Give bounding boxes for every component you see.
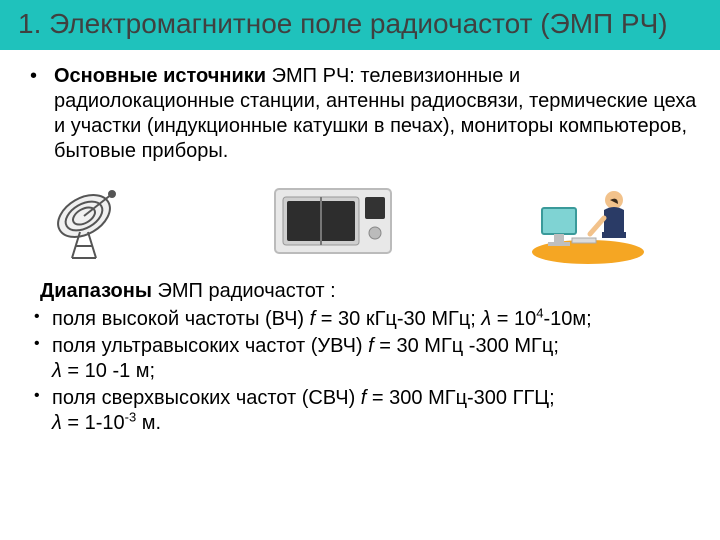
range-item-hf: поля высокой частоты (ВЧ) f = 30 кГц-30 … — [30, 307, 698, 332]
range-item-shf: поля сверхвысоких частот (СВЧ) f = 300 М… — [30, 386, 698, 436]
lead-bold: Основные источники — [54, 65, 266, 87]
slide-title: 1. Электромагнитное поле радиочастот (ЭМ… — [18, 8, 702, 40]
uhf-lambda: λ — [52, 360, 62, 382]
shf-pre: поля сверхвысоких частот (СВЧ) — [52, 387, 361, 409]
person-at-computer-icon — [528, 178, 648, 266]
microwave-oven-icon — [273, 183, 393, 261]
shf-freq: = 300 МГц-300 ГГЦ; — [366, 387, 554, 409]
hf-wave-post: -10м; — [544, 308, 592, 330]
hf-sup: 4 — [536, 306, 543, 321]
shf-sup: -3 — [125, 410, 137, 425]
satellite-dish-icon — [50, 182, 138, 262]
hf-lambda: λ — [481, 308, 491, 330]
body-region: Основные источники ЭМП РЧ: телевизионные… — [0, 50, 720, 436]
uhf-freq: = 30 МГц -300 МГц; — [374, 335, 559, 357]
shf-wave-post: м. — [136, 412, 161, 434]
image-row — [22, 164, 698, 276]
ranges-heading-rest: ЭМП радиочастот : — [152, 280, 336, 302]
range-item-uhf: поля ультравысоких частот (УВЧ) f = 30 М… — [30, 334, 698, 384]
main-paragraph: Основные источники ЭМП РЧ: телевизионные… — [22, 64, 698, 164]
hf-pre: поля высокой частоты (ВЧ) — [52, 308, 310, 330]
hf-wave-pre: = 10 — [491, 308, 536, 330]
uhf-wave: = 10 -1 м; — [62, 360, 155, 382]
hf-freq: = 30 кГц-30 МГц; — [315, 308, 481, 330]
title-bar: 1. Электромагнитное поле радиочастот (ЭМ… — [0, 0, 720, 50]
shf-wave-pre: = 1-10 — [62, 412, 125, 434]
shf-lambda: λ — [52, 412, 62, 434]
ranges-heading-bold: Диапазоны — [40, 280, 152, 302]
ranges-heading: Диапазоны ЭМП радиочастот : — [22, 276, 698, 307]
uhf-pre: поля ультравысоких частот (УВЧ) — [52, 335, 368, 357]
ranges-list: поля высокой частоты (ВЧ) f = 30 кГц-30 … — [22, 307, 698, 436]
